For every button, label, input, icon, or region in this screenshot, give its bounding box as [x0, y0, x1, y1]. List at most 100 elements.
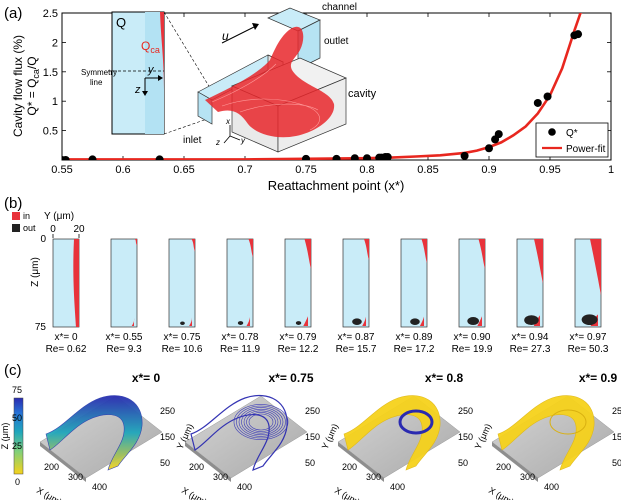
x-tick-label: 300	[366, 472, 381, 482]
frame-x-label: x*= 0.79	[280, 332, 317, 343]
data-point	[155, 155, 164, 160]
frame-x-label: x*= 0.55	[106, 332, 143, 343]
x-axis-title: Reattachment point (x*)	[268, 178, 405, 193]
streamline-bundle	[497, 395, 595, 471]
frame-re-label: Re= 15.7	[336, 344, 377, 355]
frame-re-label: Re= 0.62	[46, 344, 87, 355]
recirculation-loop	[233, 404, 289, 440]
frame-x-label: x*= 0.89	[396, 332, 433, 343]
x-tick-label: 0.8	[359, 164, 374, 176]
inset-q-label: Q	[116, 15, 126, 30]
in-region-top	[478, 239, 485, 270]
plot-floor-edge	[185, 442, 231, 482]
frame-x-label: x*= 0.90	[454, 332, 491, 343]
plot-floor-edge	[338, 442, 384, 482]
colorbar: 75 50 25 0 Z (μm)	[0, 385, 24, 487]
x-tick-label: 200	[496, 462, 511, 472]
in-region-bottom	[131, 317, 135, 326]
in-region-top	[304, 239, 311, 270]
flow-arrowhead-icon	[252, 23, 259, 30]
y-tick-label: 50	[160, 458, 170, 468]
streamline-plot: x*= 0.8 250 150 50 Y (μm) 200 300 400 X (μm)	[333, 371, 493, 500]
x-axis-title: X (μm)	[35, 485, 64, 500]
inset-connector-bottom	[163, 117, 211, 135]
y-tick-label: 150	[305, 432, 320, 442]
in-region	[73, 239, 79, 327]
legend-marker-icon	[548, 128, 556, 136]
y-tick-label: 1.5	[43, 67, 58, 79]
x-tick-label: 0.95	[539, 164, 560, 176]
frame-re-label: Re= 19.9	[452, 344, 493, 355]
data-point	[62, 156, 70, 160]
frame-re-label: Re= 10.6	[162, 344, 203, 355]
y-axis-title: Cavity flow flux (%) Q* = Qca/Q	[11, 35, 41, 137]
outlet-label: outlet	[324, 36, 349, 47]
colorbar-gradient	[13, 397, 24, 475]
out-region	[180, 321, 185, 325]
colorbar-tick-75: 75	[12, 385, 22, 395]
panel-b-y-tick-0: 0	[50, 224, 56, 235]
legend-label-fit: Power-fit	[566, 144, 606, 155]
power-fit-line	[62, 13, 583, 160]
y-axis-title: Y (μm)	[320, 422, 340, 451]
y-axis-title: Y (μm)	[473, 422, 493, 451]
legend-in-swatch	[12, 212, 20, 220]
in-region-bottom	[362, 316, 366, 326]
y-tick-label: 2	[52, 37, 58, 49]
x-tick-label: 0.55	[51, 164, 72, 176]
frame-x-label: x*= 0.97	[570, 332, 607, 343]
data-point	[574, 30, 583, 39]
x-tick-label: 200	[44, 462, 59, 472]
y-tick-label: 150	[612, 432, 621, 442]
panel-b-z-tick-0: 0	[40, 234, 46, 245]
triad-y-label: y	[240, 136, 246, 145]
y-tick-label: 250	[160, 406, 175, 416]
streamline-plot: x*= 0.75 250 150 50 Y (μm) 200 300 400 X (μm)	[180, 371, 340, 500]
x-tick-label: 0.65	[173, 164, 194, 176]
triad-z-label: z	[215, 138, 220, 147]
y-axis-title-line1: Cavity flow flux (%)	[11, 35, 25, 137]
plot-title: x*= 0.9	[579, 371, 618, 385]
x-axis-ticks: 0.55 0.6 0.65 0.7 0.75 0.8 0.85 0.9 0.95 1	[51, 13, 614, 176]
cavity-label: cavity	[348, 88, 377, 100]
in-region-bottom	[303, 316, 308, 326]
out-region	[295, 321, 302, 325]
frame-box	[110, 238, 138, 328]
inset-z-arrowhead-icon	[142, 91, 148, 96]
frame-x-label: x*= 0.78	[222, 332, 259, 343]
triad-x-label: x	[225, 117, 231, 126]
data-point	[363, 154, 371, 160]
y-axis-ticks: 0.5 1 1.5 2 2.5	[43, 8, 611, 138]
panel-b-label: (b)	[4, 195, 22, 212]
out-region	[237, 321, 244, 325]
data-point	[460, 151, 469, 160]
in-region-top	[534, 239, 543, 284]
in-region-bottom	[419, 316, 424, 326]
x-tick-label: 0.6	[115, 164, 130, 176]
x-tick-label: 0.9	[481, 164, 496, 176]
frame-re-label: Re= 27.3	[510, 344, 551, 355]
inset-cross-section: Q Qca Symmetry line y z	[81, 11, 211, 135]
plot-floor	[184, 395, 308, 479]
frame-box	[226, 238, 254, 328]
y-tick-label: 250	[305, 406, 320, 416]
x-tick-label: 0.75	[295, 164, 316, 176]
in-region-top	[134, 239, 137, 246]
panel-b-z-tick-75: 75	[35, 322, 47, 333]
q-star-points	[62, 30, 583, 160]
u-label: u	[222, 29, 229, 43]
y-tick-label: 50	[458, 458, 468, 468]
in-region-top	[364, 239, 369, 261]
out-region	[524, 315, 539, 325]
x-tick-label: 300	[213, 472, 228, 482]
panel-a-chart: 0.55 0.6 0.65 0.7 0.75 0.8 0.85 0.9 0.95 1 0.5 1 1.…	[11, 2, 614, 193]
legend-in-label: in	[23, 211, 30, 221]
frame-box	[400, 238, 428, 328]
data-point	[383, 153, 392, 160]
